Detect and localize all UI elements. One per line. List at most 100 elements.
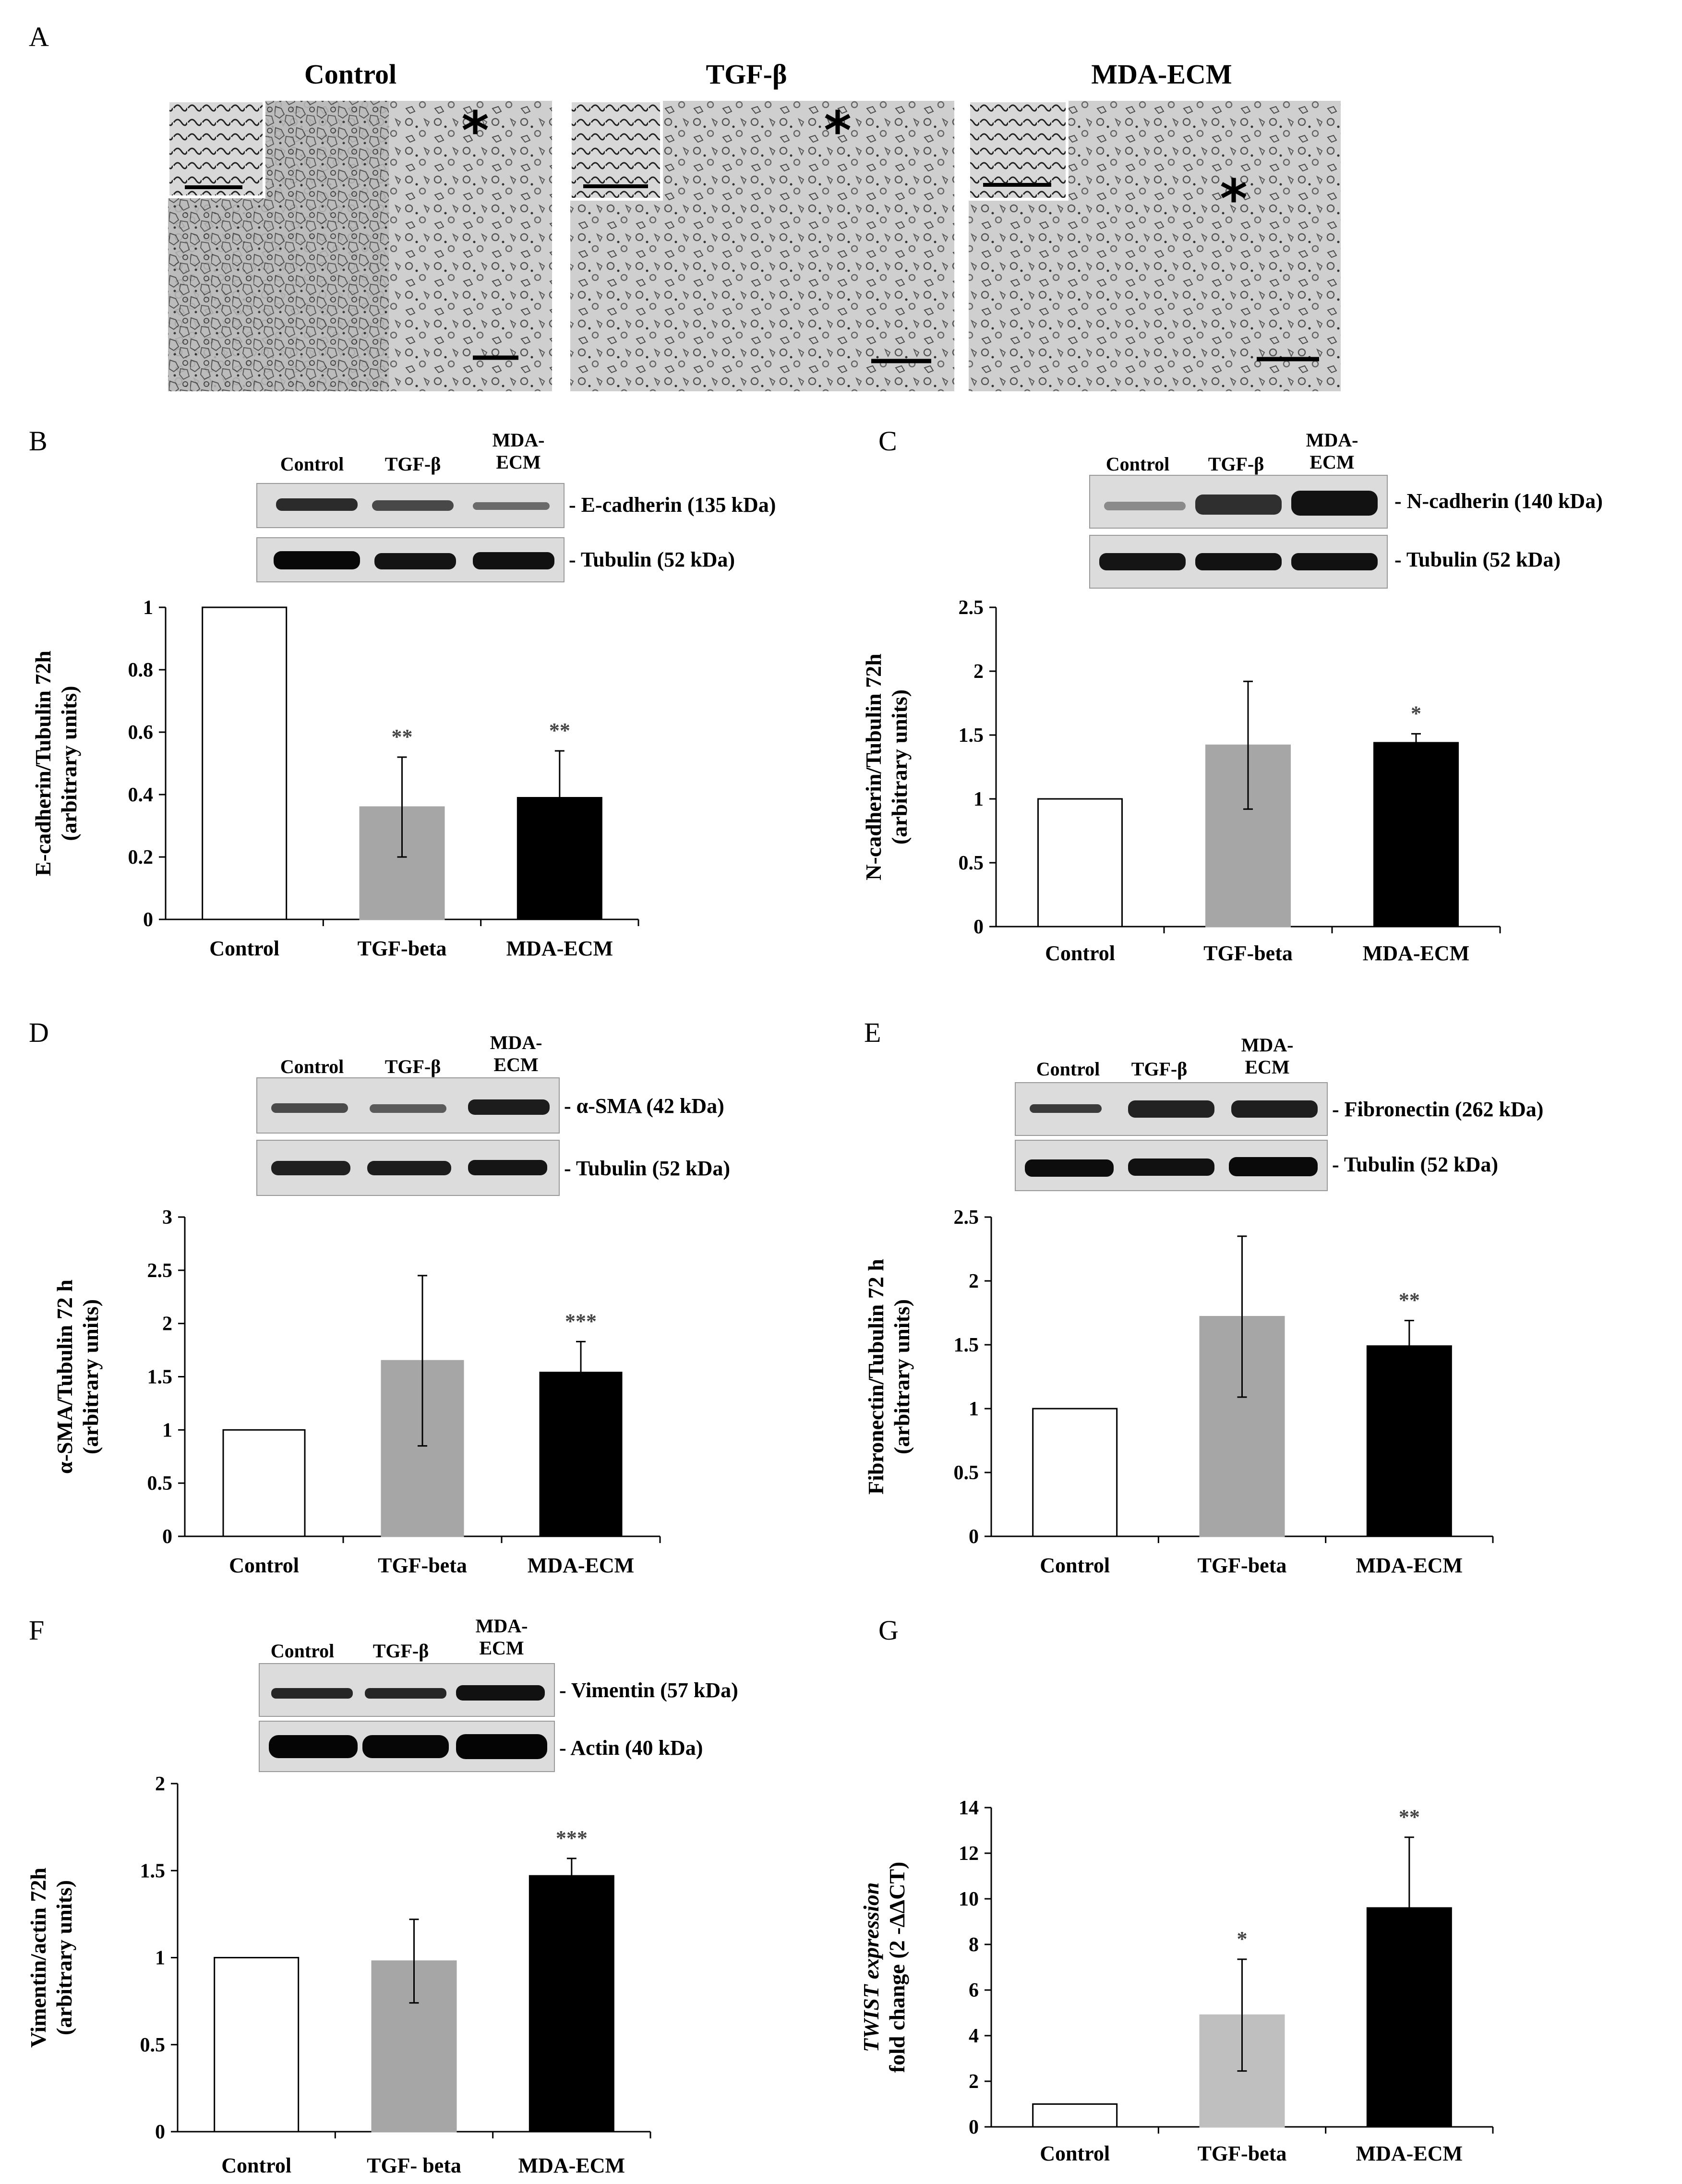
y-tick-label: 14 — [959, 1797, 979, 1819]
band — [269, 1735, 358, 1758]
y-tick-label: 0 — [969, 2116, 979, 2138]
lane-label: Control — [1106, 453, 1170, 475]
band-label: - Tubulin (52 kDa) — [1332, 1153, 1498, 1176]
category-label: Control — [221, 2154, 291, 2177]
significance-marker: ** — [392, 725, 413, 748]
band — [468, 1160, 547, 1175]
western-blot-d: Control TGF-β MDA-ECM - α-SMA (42 kDa) -… — [256, 1032, 730, 1196]
y-tick-label: 0.5 — [954, 1462, 979, 1484]
y-tick-label: 0 — [969, 1526, 979, 1548]
y-axis-label: α-SMA/Tubulin 72 h(arbitrary units) — [52, 1279, 103, 1474]
band — [1229, 1157, 1318, 1176]
micrograph-title-tgf-beta: TGF-β — [706, 59, 787, 90]
lane-label: TGF-β — [385, 453, 441, 475]
band — [271, 1161, 350, 1175]
lane-label: Control — [1036, 1058, 1100, 1080]
band — [473, 552, 554, 569]
panel-label-b: B — [29, 425, 48, 457]
band — [365, 1688, 446, 1699]
band-label: - Tubulin (52 kDa) — [1394, 548, 1561, 571]
y-axis-label: Vimentin/actin 72h(arbitrary units) — [26, 1868, 76, 2048]
band — [1231, 1100, 1318, 1118]
bar-chart-d: 0 0.5 1 1.5 2 2.5 3 Control TGF-beta *** MDA-ECM α-… — [52, 1207, 661, 1577]
lane-label: MDA-ECM — [1241, 1034, 1294, 1078]
micrograph-title-control: Control — [304, 59, 396, 90]
band — [1291, 491, 1378, 516]
western-blot-f: Control TGF-β MDA-ECM - Vimentin (57 kDa… — [259, 1615, 738, 1772]
band — [1291, 553, 1378, 570]
y-tick-label: 2 — [162, 1313, 172, 1335]
band — [468, 1099, 550, 1115]
y-tick-label: 2 — [969, 1270, 979, 1292]
micrograph-mda-ecm: MDA-ECM * — [967, 59, 1341, 391]
panel-label-g: G — [878, 1615, 899, 1646]
y-tick-label: 1 — [143, 597, 153, 619]
panel-label-d: D — [29, 1017, 49, 1048]
bar — [1037, 798, 1123, 928]
band — [456, 1685, 545, 1701]
significance-marker: * — [1237, 1927, 1248, 1951]
asterisk-marker: * — [1220, 168, 1248, 229]
band — [271, 1103, 348, 1113]
panel-label-e: E — [864, 1017, 881, 1048]
bar-chart-e: 0 0.5 1 1.5 2 2.5 Control TGF-beta ** MDA-ECM Fibr… — [864, 1207, 1494, 1577]
band-label: - E-cadherin (135 kDa) — [569, 493, 776, 517]
lane-label: TGF-β — [1131, 1058, 1188, 1080]
western-blot-c: Control TGF-β MDA-ECM - N-cadherin (140 … — [1089, 429, 1603, 589]
lane-label: TGF-β — [1208, 453, 1264, 475]
category-label: MDA-ECM — [506, 937, 613, 960]
y-tick-label: 0.8 — [128, 659, 154, 681]
magnified-inset — [569, 99, 663, 201]
lane-label: Control — [280, 1056, 344, 1077]
y-tick-label: 1.5 — [959, 724, 984, 747]
y-tick-label: 0.5 — [140, 2034, 166, 2056]
band-label: - Tubulin (52 kDa) — [569, 548, 735, 571]
bar — [1373, 742, 1459, 928]
category-label: TGF-beta — [378, 1554, 467, 1577]
band — [1195, 495, 1282, 515]
significance-marker: ** — [549, 719, 570, 742]
y-tick-label: 1.5 — [954, 1334, 979, 1356]
micrograph-tgf-beta: TGF-β * — [569, 59, 954, 391]
y-tick-label: 10 — [959, 1888, 979, 1910]
band — [1104, 502, 1186, 510]
category-label: Control — [229, 1554, 299, 1577]
category-label: MDA-ECM — [528, 1554, 634, 1577]
band-label: - Tubulin (52 kDa) — [564, 1157, 730, 1180]
panel-a: A Control * TGF-β * MDA-ECM * — [29, 21, 1341, 391]
bar — [202, 606, 288, 920]
significance-marker: ** — [1399, 1288, 1420, 1312]
bar — [222, 1429, 306, 1537]
y-axis-label: Fibronectin/Tubulin 72 h(arbitrary units… — [864, 1259, 914, 1495]
band — [473, 502, 550, 510]
bar — [214, 1957, 300, 2133]
band — [367, 1161, 451, 1175]
y-tick-label: 0 — [155, 2121, 165, 2143]
band — [274, 551, 360, 569]
y-tick-label: 0 — [143, 909, 153, 931]
bar — [1032, 1408, 1118, 1537]
y-tick-label: 3 — [162, 1207, 172, 1229]
significance-marker: *** — [565, 1309, 597, 1333]
y-axis-label: E-cadherin/Tubulin 72h(arbitrary units) — [31, 651, 81, 876]
band — [1025, 1159, 1114, 1177]
y-tick-label: 1 — [973, 788, 984, 810]
band — [456, 1734, 547, 1759]
western-blot-e: Control TGF-β MDA-ECM - Fibronectin (262… — [1015, 1034, 1543, 1191]
category-label: Control — [1040, 1554, 1110, 1577]
y-tick-label: 2 — [155, 1773, 165, 1795]
band — [1099, 553, 1186, 570]
band-label: - N-cadherin (140 kDa) — [1394, 489, 1603, 513]
band — [276, 498, 358, 511]
category-label: Control — [1045, 941, 1115, 965]
y-axis-label: N-cadherin/Tubulin 72h(arbitrary units) — [861, 653, 912, 881]
significance-marker: ** — [1399, 1805, 1420, 1829]
category-label: TGF- beta — [367, 2154, 461, 2177]
category-label: TGF-beta — [1198, 1554, 1287, 1577]
micrograph-title-mda-ecm: MDA-ECM — [1091, 59, 1232, 90]
lane-label: MDA-ECM — [490, 1032, 542, 1075]
y-tick-label: 0.6 — [128, 722, 154, 744]
asterisk-marker: * — [461, 100, 489, 161]
panel-label-c: C — [878, 425, 897, 457]
